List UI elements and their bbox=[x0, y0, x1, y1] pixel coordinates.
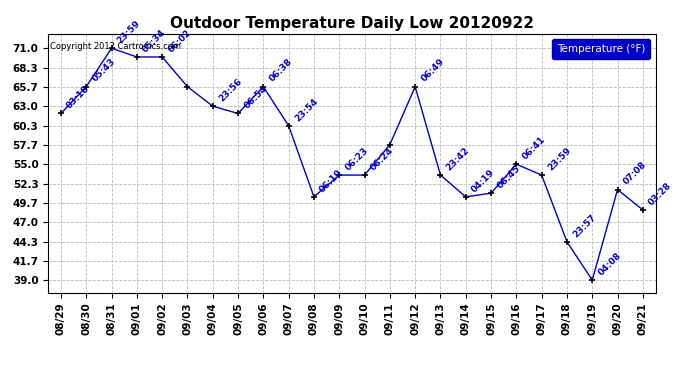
Text: 23:59: 23:59 bbox=[116, 19, 142, 45]
Text: Copyright 2012 Cartronics.com: Copyright 2012 Cartronics.com bbox=[50, 42, 181, 51]
Text: 23:42: 23:42 bbox=[444, 146, 471, 172]
Text: 06:49: 06:49 bbox=[420, 57, 446, 84]
Text: 06:24: 06:24 bbox=[368, 146, 395, 172]
Text: 23:59: 23:59 bbox=[546, 146, 573, 172]
Text: 03:28: 03:28 bbox=[647, 181, 673, 207]
Text: 03:18: 03:18 bbox=[65, 84, 92, 111]
Text: 06:41: 06:41 bbox=[520, 135, 547, 161]
Text: 06:19: 06:19 bbox=[318, 168, 345, 194]
Text: 06:02: 06:02 bbox=[166, 28, 193, 54]
Text: 23:57: 23:57 bbox=[571, 212, 598, 239]
Title: Outdoor Temperature Daily Low 20120922: Outdoor Temperature Daily Low 20120922 bbox=[170, 16, 534, 31]
Text: 04:19: 04:19 bbox=[470, 167, 497, 194]
Text: 06:23: 06:23 bbox=[344, 146, 370, 172]
Text: 06:45: 06:45 bbox=[495, 164, 522, 190]
Text: 04:08: 04:08 bbox=[596, 251, 623, 278]
Legend: Temperature (°F): Temperature (°F) bbox=[551, 39, 650, 59]
Text: 23:56: 23:56 bbox=[217, 77, 244, 104]
Text: 23:54: 23:54 bbox=[293, 96, 319, 123]
Text: 06:54: 06:54 bbox=[242, 84, 269, 111]
Text: 07:08: 07:08 bbox=[622, 160, 648, 187]
Text: 05:43: 05:43 bbox=[90, 57, 117, 84]
Text: 06:38: 06:38 bbox=[268, 57, 294, 84]
Text: 05:34: 05:34 bbox=[141, 27, 168, 54]
